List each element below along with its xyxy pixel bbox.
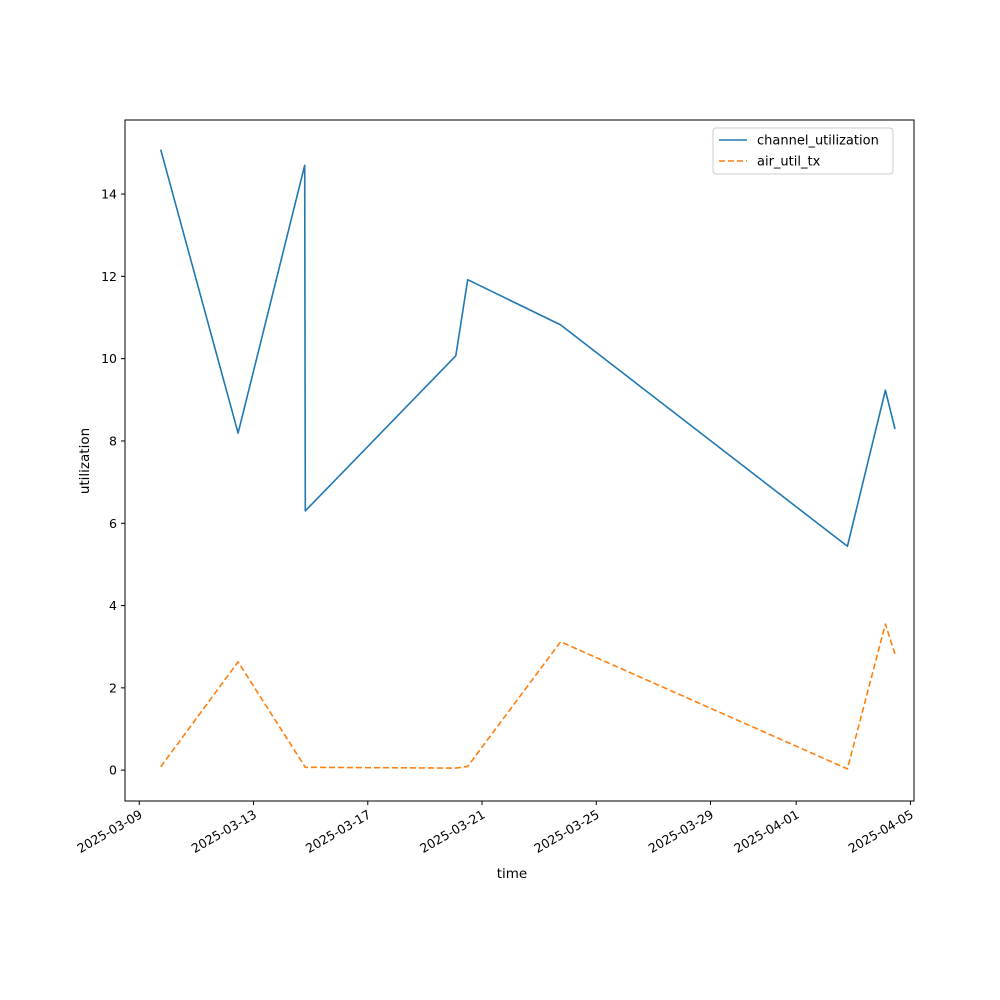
y-tick-label: 8 (109, 433, 117, 448)
plot-frame (124, 119, 915, 802)
legend-label-air-util-tx: air_util_tx (757, 155, 821, 170)
y-tick-label: 6 (109, 516, 117, 531)
series-line-channel-utilization (159, 149, 896, 548)
series-layer (159, 149, 896, 770)
y-axis: 0 2 4 6 8 10 12 14 (101, 187, 125, 778)
legend: channel_utilization air_util_tx (712, 127, 894, 175)
legend-box (712, 127, 894, 175)
y-tick-label: 10 (101, 351, 117, 366)
y-tick-label: 0 (109, 763, 117, 778)
y-tick-label: 14 (101, 187, 117, 202)
y-tick-label: 4 (109, 598, 117, 613)
series-line-air-util-tx (160, 623, 896, 770)
y-axis-label: utilization (77, 428, 93, 494)
y-tick-label: 2 (109, 680, 117, 695)
legend-label-channel-utilization: channel_utilization (757, 134, 879, 149)
x-axis-label: time (497, 866, 528, 882)
y-tick-label: 12 (101, 269, 117, 284)
